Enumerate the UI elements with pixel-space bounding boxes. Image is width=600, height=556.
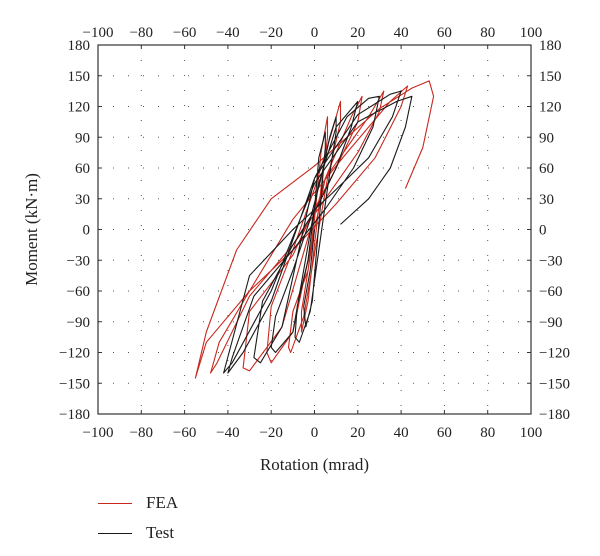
x-tick-label: 20 <box>350 425 365 441</box>
grid-lines <box>98 45 531 414</box>
x-tick-label: 40 <box>394 425 409 441</box>
x-tick-label-top: −20 <box>259 25 282 41</box>
y-tick-label: −90 <box>67 315 90 331</box>
y-tick-label: 150 <box>68 69 91 85</box>
x-tick-label: −60 <box>173 425 196 441</box>
legend-swatch-test <box>98 532 132 534</box>
y-tick-label-right: −120 <box>539 346 570 362</box>
x-tick-label-top: 40 <box>394 25 409 41</box>
y-tick-label-right: −180 <box>539 407 570 423</box>
series-line-test <box>223 90 413 374</box>
series-layer <box>194 80 435 379</box>
x-tick-label-top: 0 <box>311 25 319 41</box>
y-tick-label-right: −60 <box>539 284 562 300</box>
legend-label-test: Test <box>146 523 175 542</box>
y-tick-label: 0 <box>83 223 91 239</box>
tick-labels: −100 −100 −80 −80 −60 −60 −40 −40 −20 −20 0 0 20 20 40… <box>59 25 570 441</box>
y-tick-label: −150 <box>59 376 90 392</box>
y-tick-label-right: 90 <box>539 130 554 146</box>
y-tick-label: 30 <box>75 192 90 208</box>
y-tick-label: −180 <box>59 407 90 423</box>
x-tick-label: 80 <box>480 425 495 441</box>
x-tick-label: 100 <box>520 425 543 441</box>
y-tick-label: 120 <box>68 100 91 116</box>
legend-item-test: Test <box>98 518 178 548</box>
y-tick-label-right: 30 <box>539 192 554 208</box>
y-tick-label: 90 <box>75 130 90 146</box>
x-tick-label-top: 100 <box>520 25 543 41</box>
x-tick-label: −80 <box>130 425 153 441</box>
legend-item-fea: FEA <box>98 488 178 518</box>
y-axis-title: Moment (kN·m) <box>22 173 41 286</box>
y-tick-label: −60 <box>67 284 90 300</box>
y-tick-label: −120 <box>59 346 90 362</box>
y-tick-label-right: −30 <box>539 253 562 269</box>
y-tick-label-right: 0 <box>539 223 547 239</box>
x-tick-label: 60 <box>437 425 452 441</box>
x-axis-title: Rotation (mrad) <box>260 455 369 474</box>
y-tick-label-right: 60 <box>539 161 554 177</box>
x-tick-label-top: −60 <box>173 25 196 41</box>
x-tick-label-top: −40 <box>216 25 239 41</box>
y-tick-label: 60 <box>75 161 90 177</box>
x-tick-label-top: 80 <box>480 25 495 41</box>
y-tick-label: −30 <box>67 253 90 269</box>
x-tick-label: −100 <box>83 425 114 441</box>
x-tick-label: 0 <box>311 425 319 441</box>
y-tick-label-right: −150 <box>539 376 570 392</box>
legend: FEA Test <box>98 488 178 548</box>
series-line-fea <box>194 80 435 379</box>
y-tick-label-right: 120 <box>539 100 562 116</box>
y-tick-label-right: −90 <box>539 315 562 331</box>
y-tick-label-right: 150 <box>539 69 562 85</box>
legend-swatch-fea <box>98 502 132 504</box>
x-tick-label-top: −100 <box>83 25 114 41</box>
y-tick-label-right: 180 <box>539 38 562 54</box>
x-tick-label: −40 <box>216 425 239 441</box>
x-tick-label-top: −80 <box>130 25 153 41</box>
x-tick-label-top: 20 <box>350 25 365 41</box>
x-tick-label: −20 <box>259 425 282 441</box>
x-tick-label-top: 60 <box>437 25 452 41</box>
y-tick-label: 180 <box>68 38 91 54</box>
legend-label-fea: FEA <box>146 493 179 512</box>
